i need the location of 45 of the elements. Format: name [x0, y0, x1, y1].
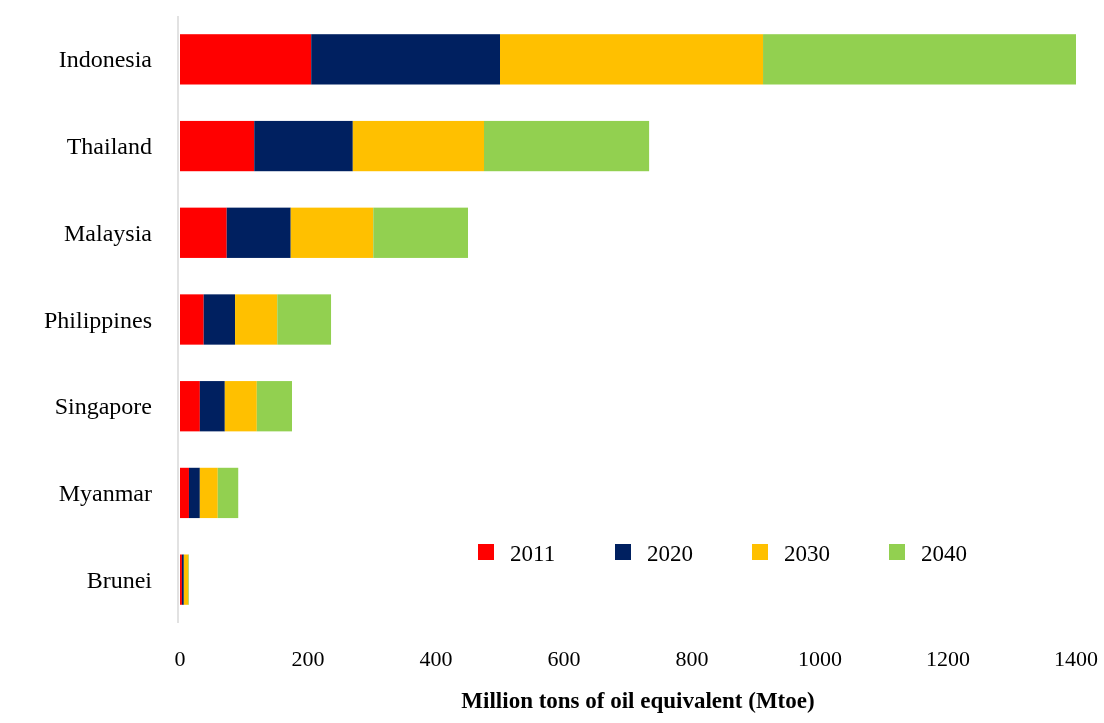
x-tick-label: 400: [419, 646, 453, 671]
bar: [290, 207, 374, 258]
x-tick-label: 200: [291, 646, 325, 671]
y-tick-label: Myanmar: [58, 479, 152, 506]
x-tick-label: 800: [675, 646, 709, 671]
bar: [199, 467, 218, 519]
legend-label: 2030: [784, 540, 830, 566]
bar: [500, 34, 764, 85]
bar: [277, 294, 332, 345]
bar: [254, 120, 353, 172]
bar: [311, 34, 500, 85]
bar: [180, 467, 189, 519]
bar: [763, 34, 1076, 85]
bar: [484, 120, 650, 172]
y-tick-label: Malaysia: [64, 219, 153, 246]
legend-label: 2020: [647, 540, 693, 566]
bar: [226, 207, 291, 258]
bar: [203, 294, 236, 345]
bar: [217, 467, 239, 519]
x-tick-label: 1200: [926, 646, 970, 671]
bar: [180, 34, 312, 85]
bar: [352, 120, 484, 172]
legend-label: 2011: [510, 540, 556, 566]
x-axis-title: Million tons of oil equivalent (Mtoe): [461, 688, 815, 713]
bar: [188, 467, 200, 519]
y-tick-label: Singapore: [54, 393, 152, 420]
y-tick-label: Indonesia: [58, 46, 153, 73]
bar: [180, 294, 204, 345]
legend-label: 2040: [921, 540, 967, 566]
bar: [180, 381, 200, 432]
bar: [256, 381, 292, 432]
bar: [373, 207, 468, 258]
bar: [224, 381, 257, 432]
bar: [180, 120, 255, 172]
bar: [199, 381, 225, 432]
x-tick-label: 0: [174, 646, 186, 671]
bar: [235, 294, 278, 345]
y-tick-label: Brunei: [86, 566, 153, 593]
bar: [183, 554, 189, 605]
y-tick-label: Philippines: [43, 306, 152, 333]
x-tick-label: 600: [547, 646, 581, 671]
x-tick-label: 1400: [1054, 646, 1098, 671]
x-tick-label: 1000: [798, 646, 842, 671]
y-tick-label: Thailand: [66, 133, 152, 160]
bar: [180, 207, 227, 258]
